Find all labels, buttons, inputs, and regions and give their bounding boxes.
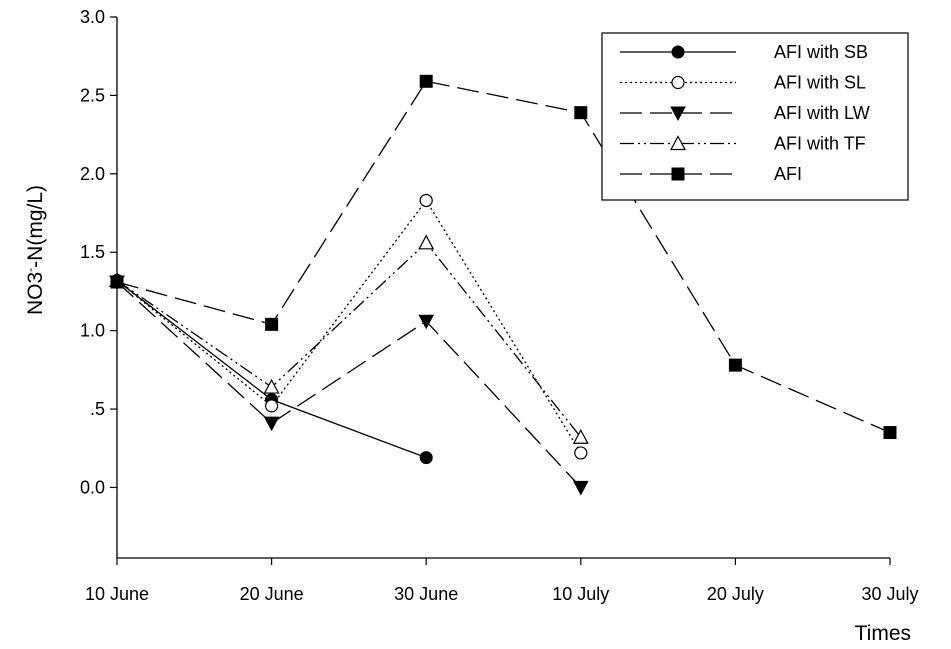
- y-axis-title: NO3--N(mg/L): [23, 185, 47, 315]
- legend-marker: [671, 45, 685, 59]
- x-tick-label: 10 June: [85, 584, 149, 604]
- series-3: [108, 234, 589, 444]
- y-axis-title-rest: -N(mg/L): [24, 185, 47, 268]
- x-tick-label: 20 July: [707, 584, 764, 604]
- data-point: [419, 193, 433, 208]
- data-point: [418, 314, 435, 330]
- legend-frame: [601, 32, 909, 201]
- data-point: [265, 317, 279, 331]
- series-2: [109, 275, 589, 496]
- series-1: [110, 193, 588, 460]
- legend-label: AFI with SB: [774, 42, 868, 62]
- legend-items: AFI with SB AFI with SL AFI with LW AFI wit…: [620, 42, 870, 184]
- x-axis-title: Times: [855, 622, 911, 645]
- data-point: [110, 275, 124, 289]
- legend-item: AFI with SL: [620, 73, 866, 93]
- x-tick-label: 10 July: [552, 584, 609, 604]
- legend-marker: [669, 135, 687, 151]
- y-tick-label: 2.0: [80, 164, 105, 184]
- series-lines: [108, 74, 897, 496]
- data-point: [883, 426, 897, 440]
- legend-item: AFI with LW: [620, 103, 870, 123]
- series-0: [110, 273, 433, 465]
- y-tick-label: 2.5: [80, 85, 105, 105]
- legend-item: AFI with SB: [620, 42, 868, 62]
- y-axis-title-main: NO3: [24, 272, 47, 315]
- legend-label: AFI: [774, 164, 802, 184]
- data-point: [574, 446, 588, 460]
- legend-item: AFI with TF: [620, 134, 866, 154]
- ticks: 0.0 .5 1.0 1.5 2.0 2.5 3.0 10 June 20 June 30 Jun…: [80, 7, 919, 604]
- legend-item: AFI: [620, 164, 802, 184]
- series-line: [116, 80, 891, 434]
- y-tick-label: 0.0: [80, 477, 105, 497]
- data-point: [263, 416, 280, 432]
- legend-marker: [670, 106, 686, 122]
- series-line: [116, 199, 582, 454]
- data-point: [572, 480, 589, 496]
- data-point: [419, 451, 433, 465]
- legend-label: AFI with SL: [774, 73, 866, 93]
- x-tick-label: 30 June: [394, 584, 458, 604]
- y-axis-title-sup: -: [23, 268, 37, 272]
- legend-label: AFI with LW: [774, 103, 870, 123]
- legend-marker: [671, 167, 685, 181]
- series-line: [116, 281, 582, 488]
- data-point: [572, 428, 589, 444]
- data-point: [728, 358, 742, 372]
- data-point: [418, 234, 435, 250]
- series-4: [110, 74, 897, 440]
- x-tick-label: 20 June: [240, 584, 304, 604]
- x-tick-label: 30 July: [861, 584, 918, 604]
- y-tick-label: .5: [90, 399, 105, 419]
- y-tick-label: 3.0: [80, 7, 105, 27]
- series-line: [116, 241, 582, 438]
- y-tick-label: 1.0: [80, 321, 105, 341]
- legend-label: AFI with TF: [774, 134, 866, 154]
- data-point: [419, 74, 433, 88]
- data-point: [263, 378, 280, 394]
- y-tick-label: 1.5: [80, 242, 105, 262]
- data-point: [265, 399, 279, 413]
- legend: AFI with SB AFI with SL AFI with LW AFI wit…: [601, 32, 909, 201]
- data-point: [574, 106, 588, 120]
- legend-marker: [671, 75, 685, 90]
